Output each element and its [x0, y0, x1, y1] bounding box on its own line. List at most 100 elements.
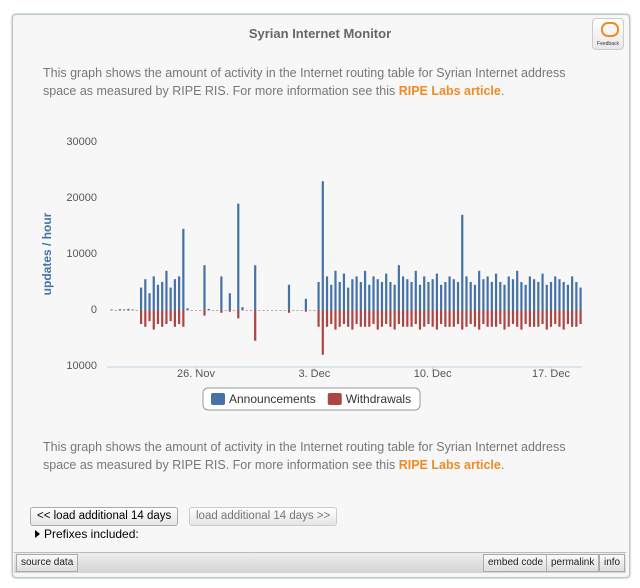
- bar: [359, 310, 362, 327]
- article-link[interactable]: RIPE Labs article: [398, 84, 501, 98]
- bar: [380, 282, 384, 310]
- bar: [554, 310, 557, 324]
- bar: [123, 309, 126, 310]
- y-tick-label: 20000: [66, 192, 97, 204]
- bar: [465, 276, 468, 310]
- bar: [482, 310, 485, 324]
- bar: [575, 282, 578, 310]
- x-tick-label: 10. Dec: [414, 368, 452, 380]
- bar: [359, 282, 362, 310]
- bar: [355, 276, 358, 310]
- bar: [220, 276, 223, 310]
- bar: [182, 228, 185, 310]
- bar: [385, 273, 388, 310]
- description-text: This graph shows the amount of activity …: [43, 440, 566, 472]
- bar: [427, 310, 430, 324]
- bar: [575, 310, 578, 327]
- bar: [499, 310, 502, 324]
- bar: [182, 310, 185, 327]
- bar: [173, 310, 176, 327]
- bar: [440, 310, 443, 324]
- bar: [524, 310, 527, 324]
- bar: [579, 310, 582, 324]
- bar: [558, 279, 561, 310]
- article-link[interactable]: RIPE Labs article: [398, 458, 501, 472]
- bar: [562, 282, 565, 310]
- bar: [169, 310, 172, 322]
- bar: [401, 310, 405, 327]
- bar: [228, 310, 231, 312]
- bar: [317, 282, 320, 310]
- description-text: .: [500, 84, 505, 98]
- bar: [566, 310, 570, 324]
- bar: [418, 310, 422, 330]
- bar: [203, 265, 206, 310]
- bar: [148, 310, 151, 322]
- x-tick-label: 3. Dec: [298, 368, 330, 380]
- bar: [533, 310, 536, 327]
- bar: [440, 284, 443, 310]
- bar: [203, 310, 206, 316]
- bar: [254, 310, 257, 341]
- bar: [414, 270, 417, 310]
- bar: [579, 287, 582, 310]
- bar: [347, 310, 350, 327]
- bar: [148, 293, 151, 310]
- bar: [338, 282, 341, 310]
- bar: [528, 276, 531, 310]
- bar: [144, 310, 147, 327]
- bar: [372, 276, 375, 310]
- legend-swatch: [211, 393, 225, 405]
- x-tick-label: 17. Dec: [532, 368, 570, 380]
- bar: [342, 273, 346, 310]
- bar: [486, 310, 489, 327]
- bar: [511, 279, 515, 310]
- bar: [448, 276, 451, 310]
- bar: [334, 270, 337, 310]
- prefixes-toggle[interactable]: Prefixes included:: [44, 527, 139, 541]
- next-button[interactable]: load additional 14 days >>: [189, 507, 338, 526]
- bar: [156, 310, 160, 324]
- bar: [152, 276, 155, 310]
- bar: [545, 310, 548, 330]
- bar: [376, 279, 379, 310]
- bar: [448, 310, 451, 327]
- bar: [427, 282, 430, 310]
- bar: [321, 181, 324, 310]
- bar: [139, 287, 143, 310]
- bar: [431, 279, 434, 310]
- bar: [321, 310, 324, 355]
- bar: [478, 270, 481, 310]
- bar: [389, 282, 392, 310]
- source-button[interactable]: source data: [16, 554, 79, 572]
- bar: [507, 310, 510, 327]
- bar: [461, 310, 464, 330]
- embed-button[interactable]: embed code: [483, 554, 549, 572]
- expand-arrow[interactable]: [35, 530, 40, 538]
- bar: [131, 309, 134, 310]
- legend-label: Withdrawals: [346, 392, 411, 406]
- bar: [173, 279, 176, 310]
- permalink-button[interactable]: permalink: [546, 554, 600, 572]
- bar: [520, 282, 523, 310]
- feedback-button[interactable]: Feedback: [592, 18, 624, 50]
- info-button[interactable]: info: [599, 554, 626, 572]
- bar: [499, 282, 502, 310]
- legend-box: [202, 387, 421, 411]
- bar: [207, 308, 210, 310]
- bar: [325, 310, 329, 327]
- bar: [545, 284, 548, 310]
- bar: [355, 310, 358, 324]
- bar: [178, 276, 181, 310]
- bar: [461, 214, 464, 310]
- prev-button[interactable]: << load additional 14 days: [30, 507, 179, 526]
- bar: [503, 310, 506, 330]
- bar: [139, 310, 143, 324]
- bar: [389, 310, 392, 327]
- description-text: .: [500, 458, 505, 472]
- bar: [161, 282, 164, 310]
- bar: [385, 310, 388, 324]
- y-axis-title: updates / hour: [40, 212, 54, 295]
- chart: 30000 20000 10000 0 10000 updates / hour 26. N…: [40, 136, 582, 411]
